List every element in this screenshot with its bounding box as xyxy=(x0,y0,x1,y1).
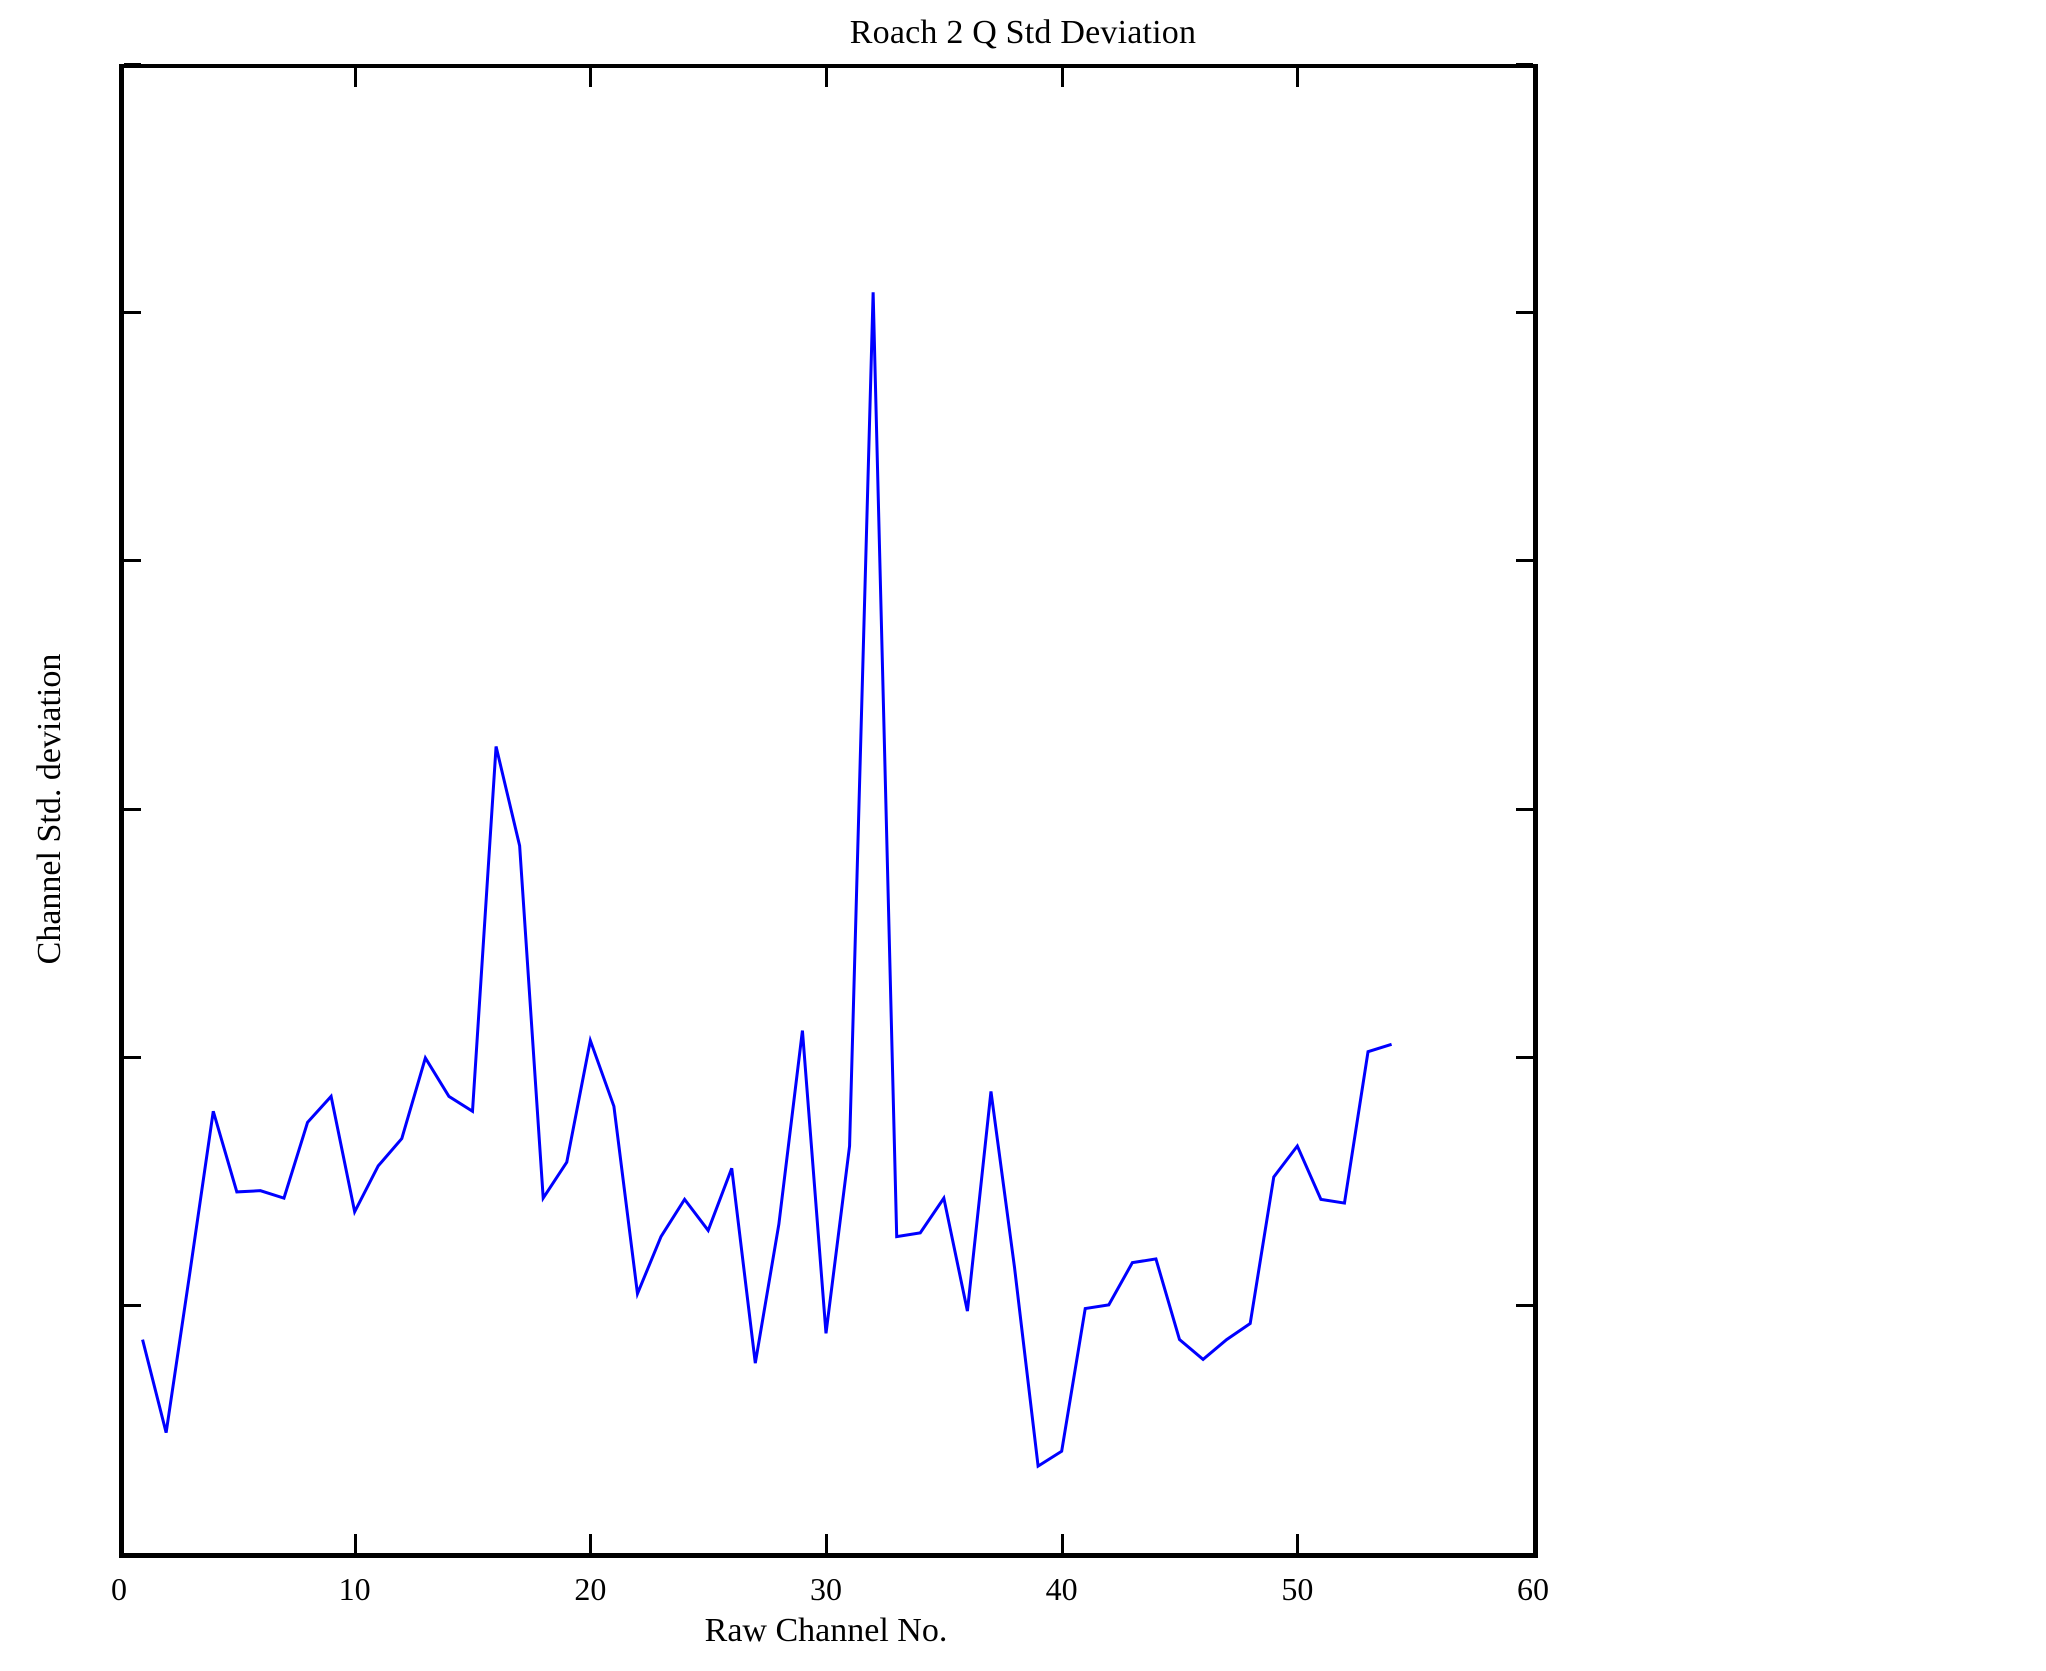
x-tick-mark-10 xyxy=(353,1534,357,1553)
x-axis-line-top xyxy=(119,64,1538,68)
plot-area xyxy=(119,64,1533,1553)
x-tick-label-10: 10 xyxy=(338,1571,371,1607)
chart-title: Roach 2 Q Std Deviation xyxy=(849,14,1197,51)
y-tick-mark-right-160 xyxy=(1516,63,1533,66)
y-tick-mark-120 xyxy=(124,559,141,563)
x-tick-mark-top-50 xyxy=(1296,68,1300,87)
y-axis-line-left xyxy=(119,64,124,1558)
y-tick-mark-right-140 xyxy=(1516,311,1533,315)
x-tick-label-60: 60 xyxy=(1517,1571,1549,1607)
data-line-series xyxy=(141,292,1393,1469)
x-axis-label: Raw Channel No. xyxy=(704,1612,948,1649)
y-axis-line-right xyxy=(1533,64,1538,1558)
x-tick-label-0: 0 xyxy=(111,1571,127,1607)
x-tick-mark-20 xyxy=(589,1534,593,1553)
y-tick-mark-right-80 xyxy=(1516,1055,1533,1059)
x-axis-line-bottom xyxy=(119,1553,1538,1558)
x-tick-mark-top-10 xyxy=(353,68,357,87)
std-deviation-polyline xyxy=(141,292,1393,1469)
x-tick-label-30: 30 xyxy=(810,1571,842,1607)
x-tick-mark-30 xyxy=(825,1534,828,1553)
y-tick-mark-80 xyxy=(124,1055,141,1059)
x-tick-mark-top-40 xyxy=(1060,68,1064,87)
y-axis-label: Channel Std. deviation xyxy=(31,653,68,965)
x-tick-mark-50 xyxy=(1296,1534,1300,1553)
y-tick-mark-right-60 xyxy=(1516,1303,1533,1307)
y-tick-mark-100 xyxy=(124,807,141,811)
x-tick-mark-top-30 xyxy=(825,68,828,87)
y-tick-mark-60 xyxy=(124,1303,141,1307)
y-tick-mark-160 xyxy=(124,63,141,66)
x-tick-mark-40 xyxy=(1060,1534,1064,1553)
x-tick-mark-top-20 xyxy=(589,68,593,87)
y-tick-mark-right-100 xyxy=(1516,807,1533,811)
x-tick-label-40: 40 xyxy=(1045,1571,1078,1607)
x-tick-label-20: 20 xyxy=(574,1571,607,1607)
y-tick-mark-140 xyxy=(124,311,141,315)
x-tick-label-50: 50 xyxy=(1281,1571,1314,1607)
y-tick-mark-right-120 xyxy=(1516,559,1533,563)
